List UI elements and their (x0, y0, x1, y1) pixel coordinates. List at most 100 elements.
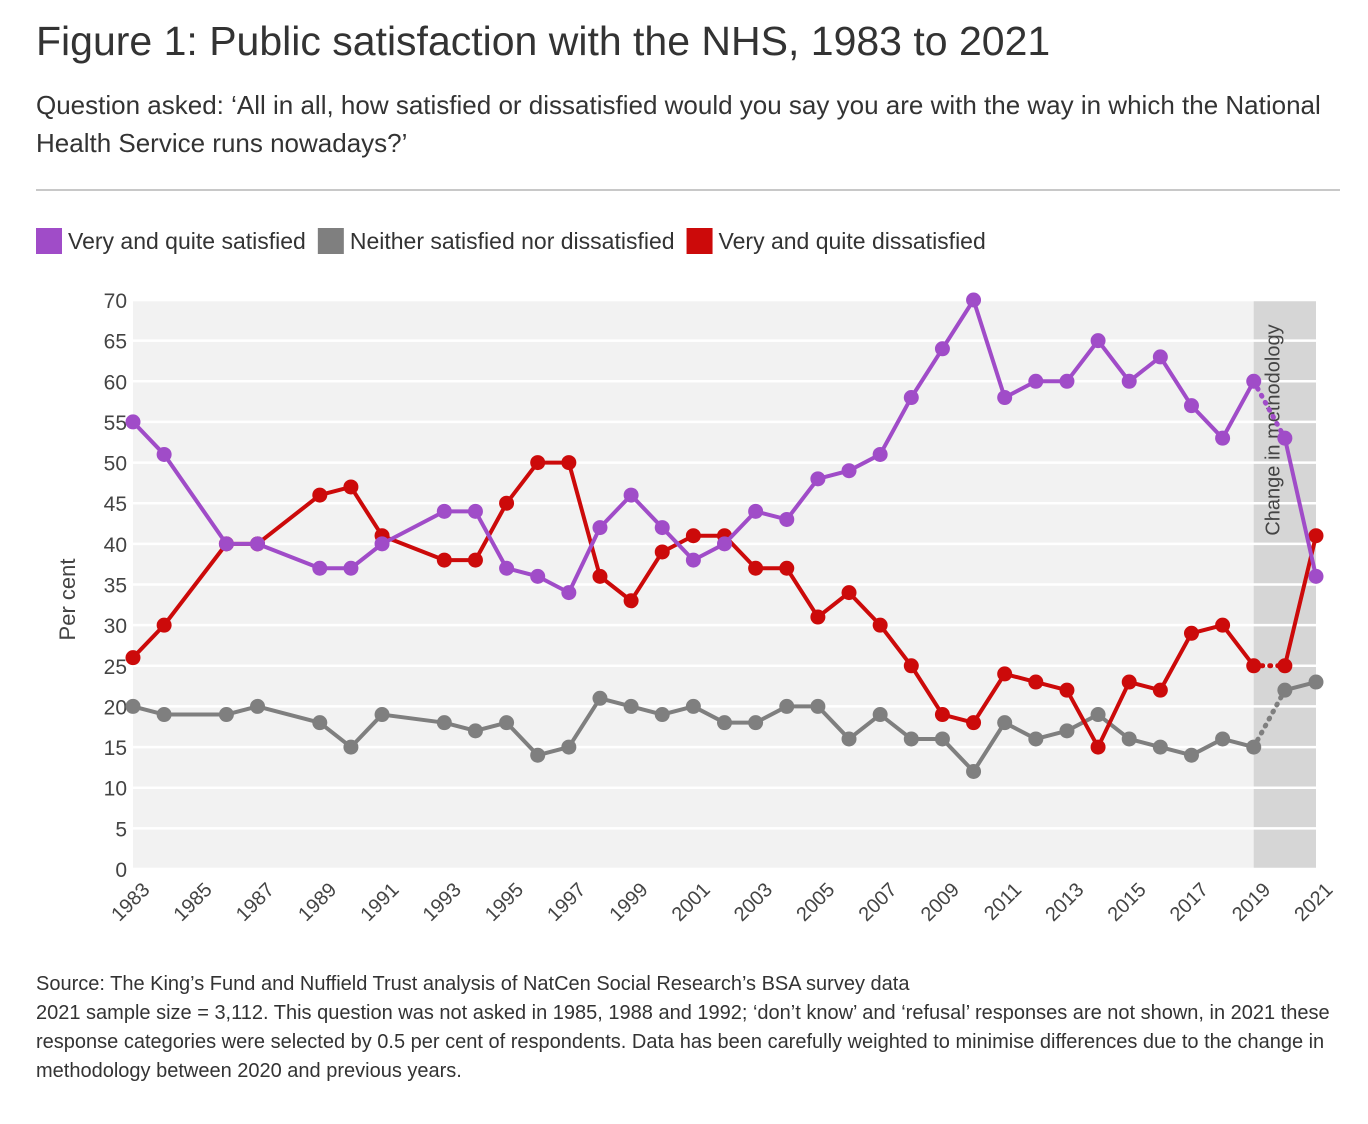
legend-label-dissatisfied: Very and quite dissatisfied (719, 228, 986, 254)
point-dissatisfied-2020 (1277, 658, 1293, 674)
point-satisfied-2006 (841, 463, 857, 479)
x-tick-label-1983: 1983 (107, 879, 154, 926)
point-dissatisfied-1989 (312, 487, 328, 503)
point-neither-2014 (1090, 707, 1106, 723)
segment-satisfied-2016-2017 (1158, 354, 1194, 408)
point-satisfied-2002 (717, 536, 732, 552)
point-neither-1998 (592, 690, 608, 706)
point-dissatisfied-2016 (1152, 682, 1168, 698)
x-tick-label-1999: 1999 (606, 879, 653, 926)
x-tick-label-1993: 1993 (419, 879, 466, 926)
point-satisfied-2018 (1215, 430, 1231, 446)
segment-satisfied-2014-2015 (1096, 338, 1132, 384)
point-dissatisfied-1997 (561, 455, 577, 471)
point-satisfied-2014 (1090, 333, 1106, 349)
point-satisfied-2001 (685, 552, 701, 568)
segment-dissatisfied-2010-2011 (971, 671, 1007, 725)
point-satisfied-1987 (250, 536, 266, 552)
x-tick-label-2021: 2021 (1290, 879, 1337, 926)
point-dissatisfied-2008 (903, 658, 919, 674)
segment-satisfied-1999-2000 (629, 493, 665, 530)
point-neither-1986 (218, 707, 234, 723)
point-dissatisfied-1999 (623, 593, 639, 609)
segment-dissatisfied-2004-2005 (784, 566, 820, 620)
point-satisfied-2012 (1028, 373, 1044, 389)
point-neither-1993 (436, 715, 452, 731)
point-neither-1995 (499, 715, 515, 731)
segment-dissatisfied-2016-2017 (1158, 631, 1194, 693)
segment-satisfied-2004-2005 (784, 476, 820, 522)
segment-neither-1995-1996 (504, 720, 540, 758)
point-dissatisfied-2015 (1121, 674, 1137, 690)
point-neither-2020 (1277, 682, 1293, 698)
point-neither-2003 (748, 715, 764, 731)
point-dissatisfied-2010 (966, 715, 982, 731)
point-satisfied-1991 (374, 536, 390, 552)
y-tick-label-55: 55 (104, 412, 127, 435)
point-dissatisfied-2018 (1215, 617, 1231, 633)
x-tick-label-2013: 2013 (1041, 879, 1088, 926)
series-satisfied (125, 292, 1324, 601)
point-neither-2021 (1308, 674, 1324, 690)
point-satisfied-1986 (218, 536, 234, 552)
segment-satisfied-2000-2001 (660, 525, 696, 563)
y-tick-label-65: 65 (104, 331, 127, 354)
point-dissatisfied-2021 (1308, 528, 1324, 544)
segment-dissatisfied-1983-1984 (131, 623, 167, 660)
point-satisfied-1989 (312, 560, 328, 576)
point-dissatisfied-2013 (1059, 682, 1075, 698)
point-neither-1984 (156, 707, 172, 723)
point-dissatisfied-2014 (1090, 739, 1106, 755)
point-neither-2001 (685, 698, 701, 714)
point-dissatisfied-2007 (872, 617, 888, 633)
segment-neither-1991-1993 (380, 712, 447, 725)
point-neither-2006 (841, 731, 857, 747)
point-satisfied-2019 (1246, 373, 1262, 389)
point-neither-1999 (623, 698, 639, 714)
point-neither-2013 (1059, 723, 1075, 739)
x-tick-label-2019: 2019 (1228, 879, 1275, 926)
segment-satisfied-2007-2008 (878, 395, 914, 457)
y-axis-ticks: 0 5 10 15 20 25 30 35 40 45 50 55 60 65 70 (104, 290, 127, 882)
point-neither-2011 (997, 715, 1013, 731)
point-satisfied-2015 (1121, 373, 1137, 389)
legend-label-neither: Neither satisfied nor dissatisfied (350, 228, 675, 254)
segment-satisfied-2010-2011 (971, 298, 1007, 400)
point-satisfied-1984 (156, 446, 172, 462)
segment-satisfied-1998-1999 (597, 493, 634, 530)
x-tick-label-1985: 1985 (170, 879, 217, 926)
segment-neither-1990-1991 (348, 712, 385, 750)
point-dissatisfied-2003 (748, 560, 764, 576)
y-tick-label-40: 40 (104, 534, 127, 557)
x-tick-label-2017: 2017 (1166, 879, 1213, 926)
y-axis-label: Per cent (55, 559, 80, 641)
x-tick-label-1995: 1995 (481, 879, 528, 926)
title-divider (36, 189, 1340, 191)
point-dissatisfied-2011 (997, 666, 1013, 682)
point-neither-2010 (966, 763, 982, 779)
point-satisfied-2005 (810, 471, 826, 487)
y-tick-label-45: 45 (104, 493, 127, 516)
point-dissatisfied-1990 (343, 479, 359, 495)
x-tick-label-2003: 2003 (730, 879, 777, 926)
point-satisfied-2017 (1183, 398, 1199, 414)
segment-satisfied-2002-2003 (722, 509, 758, 546)
segment-neither-2005-2006 (815, 704, 852, 741)
point-neither-2002 (717, 715, 732, 731)
source-note: Source: The King’s Fund and Nuffield Tru… (36, 973, 910, 995)
point-neither-1991 (374, 707, 390, 723)
point-satisfied-2000 (654, 520, 670, 536)
segment-dissatisfied-1990-1991 (348, 484, 385, 538)
point-neither-2005 (810, 698, 826, 714)
segment-dissatisfied-1997-1998 (566, 460, 602, 579)
point-neither-1994 (467, 723, 483, 739)
chart-notes: Source: The King’s Fund and Nuffield Tru… (36, 970, 1336, 1086)
x-tick-label-2015: 2015 (1104, 879, 1151, 926)
point-dissatisfied-1983 (125, 650, 141, 666)
y-tick-label-25: 25 (104, 656, 127, 679)
y-tick-label-10: 10 (104, 778, 127, 801)
point-neither-2008 (903, 731, 919, 747)
x-tick-label-2001: 2001 (668, 879, 715, 926)
line-chart: Very and quite satisfied Neither satisfie… (36, 228, 1337, 926)
y-tick-label-5: 5 (115, 818, 127, 841)
